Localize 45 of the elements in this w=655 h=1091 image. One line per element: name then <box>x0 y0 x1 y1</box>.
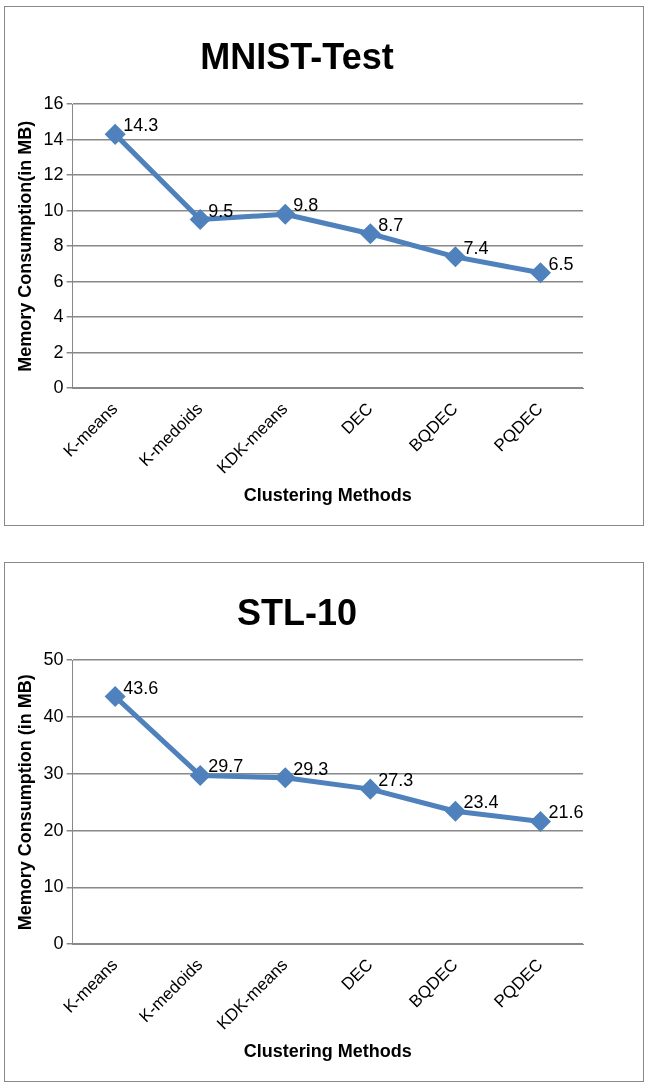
y-tick-label: 50 <box>43 649 64 670</box>
point <box>445 801 465 821</box>
data-label: 21.6 <box>548 802 584 823</box>
data-label: 14.3 <box>123 115 159 136</box>
point <box>360 779 380 799</box>
data-label: 29.3 <box>293 758 329 779</box>
y-tick-label: 10 <box>43 199 64 220</box>
y-tick-label: 0 <box>53 933 64 954</box>
y-tick-label: 6 <box>53 270 64 291</box>
data-label: 8.7 <box>378 214 404 235</box>
y-tick-label: 16 <box>43 93 64 114</box>
data-label: 27.3 <box>378 770 414 791</box>
y-tick-label: 8 <box>53 235 64 256</box>
y-axis-title: Memory Consumption(in MB) <box>14 120 35 372</box>
point <box>530 812 550 831</box>
data-label: 23.4 <box>463 792 499 813</box>
data-label: 29.7 <box>208 756 244 777</box>
point <box>190 765 210 785</box>
y-axis-title: Memory Consumption (in MB) <box>14 674 35 931</box>
point <box>275 768 295 788</box>
data-label: 9.5 <box>208 200 234 221</box>
x-axis-title: Clustering Methods <box>243 485 412 506</box>
y-tick-label: 4 <box>53 306 64 327</box>
point <box>445 247 465 267</box>
y-tick-label: 12 <box>43 164 64 185</box>
chart-title: MNIST-Test <box>200 35 394 77</box>
y-tick-label: 30 <box>43 762 64 783</box>
point <box>275 204 295 224</box>
chart-title: STL-10 <box>236 591 358 633</box>
point <box>105 687 125 707</box>
y-tick-label: 14 <box>43 128 64 149</box>
y-tick-label: 20 <box>43 819 64 840</box>
data-label: 9.8 <box>293 195 319 216</box>
data-label: 6.5 <box>548 253 574 274</box>
point <box>105 124 125 144</box>
point <box>360 224 380 244</box>
y-tick-label: 2 <box>53 341 64 362</box>
y-tick-label: 10 <box>43 876 64 897</box>
point <box>190 210 210 230</box>
x-axis-title: Clustering Methods <box>243 1041 412 1062</box>
point <box>530 263 550 283</box>
y-tick-label: 40 <box>43 705 64 726</box>
data-label: 43.6 <box>123 677 159 698</box>
data-label: 7.4 <box>463 237 489 258</box>
y-tick-label: 0 <box>53 377 64 398</box>
